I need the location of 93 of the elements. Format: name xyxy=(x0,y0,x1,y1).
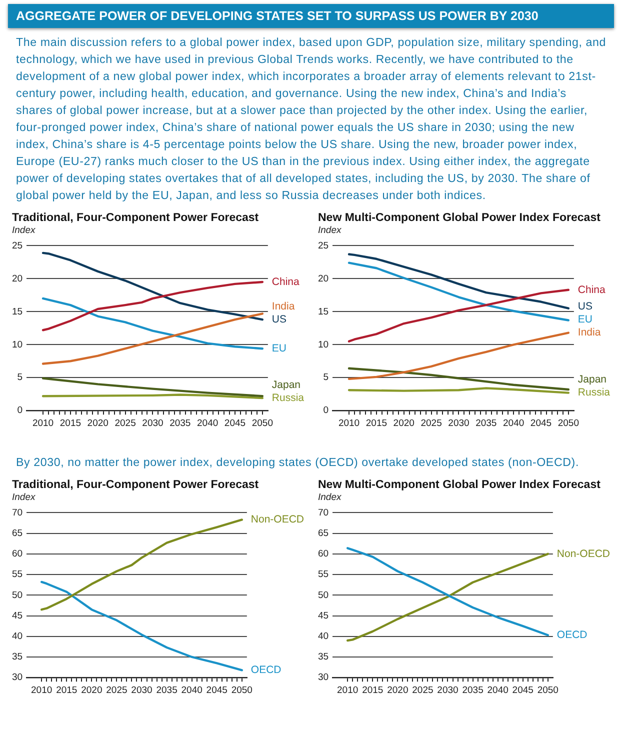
x-tick-label: 2010 xyxy=(338,418,360,429)
series-label: Non-OECD xyxy=(250,514,304,526)
x-tick-label: 2040 xyxy=(181,684,202,696)
x-tick-label: 2045 xyxy=(530,418,552,429)
y-tick-label: 25 xyxy=(318,240,329,252)
x-tick-label: 2035 xyxy=(170,418,191,429)
x-tick-label: 2045 xyxy=(224,418,246,429)
y-tick-label: 30 xyxy=(12,672,23,684)
x-tick-label: 2040 xyxy=(487,684,508,696)
y-tick-label: 35 xyxy=(12,652,23,663)
y-tick-label: 15 xyxy=(318,306,329,318)
x-tick-label: 2025 xyxy=(114,418,136,429)
x-tick-label: 2020 xyxy=(87,418,108,429)
series-label: Japan xyxy=(272,378,301,391)
y-tick-label: 15 xyxy=(12,306,23,318)
y-axis-title: Index xyxy=(318,225,342,236)
x-tick-label: 2020 xyxy=(81,684,102,696)
chart-title: Traditional, Four-Component Power Forecast xyxy=(12,479,260,491)
text: By 2030, no matter the power index, developing states (OECD) overtake developed states (non-OECD). xyxy=(15,455,580,471)
series-label: India xyxy=(578,326,601,339)
series-label: US xyxy=(578,300,592,313)
y-axis-title: Index xyxy=(12,225,36,236)
series-label: EU xyxy=(578,314,592,326)
y-tick-label: 0 xyxy=(323,405,329,416)
text: The main discussion refers to a global power index, based upon GDP, population size, military spending, and technology, which we have used in previous Global Trends works. Recently, we have contributed to the development of a new global power index, which incorporates a broader array of elements relevant to 21st-century power, including health, education, and governance. Using the new index, China’s and India’s shares of global power increase, but at a slower pace than projected by the other index. Using the earlier, four-pronged power index, China’s share of national power equals the US share in 2030; using the new index, China’s share is 4-5 percentage points below the US share. Using the new, broader power index, Europe (EU-27) ranks much closer to the US than in the previous index. Using either index, the aggregate power of developing states overtakes that of all developed states, including the US, by 2030. The share of global power held by the EU, Japan, and less so Russia decreases under both indices. xyxy=(16,36,606,202)
x-tick-label: 2040 xyxy=(197,418,218,429)
y-axis-title: Index xyxy=(318,492,342,503)
y-tick-label: 25 xyxy=(12,240,23,252)
y-tick-label: 55 xyxy=(12,569,23,580)
x-tick-label: 2010 xyxy=(32,418,54,429)
x-tick-label: 2030 xyxy=(131,684,152,696)
series-label: Russia xyxy=(272,392,304,404)
y-tick-label: 65 xyxy=(318,528,329,539)
y-tick-label: 35 xyxy=(318,652,329,663)
x-tick-label: 2025 xyxy=(412,684,434,696)
x-tick-label: 2050 xyxy=(537,684,558,696)
x-tick-label: 2045 xyxy=(512,684,534,696)
x-tick-label: 2035 xyxy=(156,684,178,696)
x-tick-label: 2025 xyxy=(420,418,442,429)
y-tick-label: 0 xyxy=(17,405,23,416)
x-tick-label: 2035 xyxy=(476,418,497,429)
y-tick-label: 20 xyxy=(12,273,23,284)
chart-title: Traditional, Four-Component Power Forecast xyxy=(12,212,260,224)
y-tick-label: 10 xyxy=(12,339,23,350)
y-tick-label: 40 xyxy=(318,631,329,642)
y-tick-label: 65 xyxy=(12,528,23,539)
x-tick-label: 2010 xyxy=(337,684,358,696)
x-tick-label: 2045 xyxy=(206,684,228,696)
y-tick-label: 30 xyxy=(318,672,329,684)
x-tick-label: 2050 xyxy=(558,418,579,429)
chart-title: New Multi-Component Global Power Index Forecast xyxy=(318,479,602,491)
y-tick-label: 50 xyxy=(12,590,23,601)
series-label: OECD xyxy=(556,629,588,642)
y-tick-label: 5 xyxy=(323,372,329,384)
y-tick-label: 60 xyxy=(318,548,329,560)
y-tick-label: 70 xyxy=(318,507,329,518)
x-tick-label: 2050 xyxy=(252,418,273,429)
x-tick-label: 2030 xyxy=(448,418,470,429)
y-tick-label: 10 xyxy=(318,339,329,350)
series-label: Japan xyxy=(578,374,607,386)
chart-title: New Multi-Component Global Power Index Forecast xyxy=(318,212,602,224)
series-label: China xyxy=(272,276,300,288)
x-tick-label: 2015 xyxy=(366,418,388,429)
series-label: EU xyxy=(272,342,286,354)
x-tick-label: 2020 xyxy=(393,418,414,429)
y-tick-label: 40 xyxy=(12,631,23,642)
x-tick-label: 2030 xyxy=(142,418,164,429)
x-tick-label: 2035 xyxy=(462,684,484,696)
series-label: OECD xyxy=(250,664,282,676)
y-tick-label: 45 xyxy=(318,610,329,622)
x-tick-label: 2030 xyxy=(437,684,458,696)
x-tick-label: 2010 xyxy=(31,684,52,696)
x-tick-label: 2015 xyxy=(56,684,78,696)
y-axis-title: Index xyxy=(12,492,36,503)
text: AGGREGATE POWER OF DEVELOPING STATES SET TO SURPASS US POWER BY 2030 xyxy=(8,4,614,28)
x-tick-label: 2015 xyxy=(362,684,384,696)
y-tick-label: 5 xyxy=(17,372,23,384)
series-label: US xyxy=(272,313,286,326)
y-tick-label: 60 xyxy=(12,548,23,560)
y-tick-label: 55 xyxy=(318,569,329,580)
series-label: Non-OECD xyxy=(556,548,610,560)
y-tick-label: 70 xyxy=(12,507,23,518)
x-tick-label: 2015 xyxy=(60,418,82,429)
y-tick-label: 20 xyxy=(318,273,329,284)
series-label: China xyxy=(578,284,606,296)
x-tick-label: 2050 xyxy=(231,684,252,696)
series-label: Russia xyxy=(578,386,610,399)
y-tick-label: 50 xyxy=(318,590,329,601)
x-tick-label: 2020 xyxy=(387,684,408,696)
x-tick-label: 2025 xyxy=(106,684,128,696)
x-tick-label: 2040 xyxy=(503,418,524,429)
y-tick-label: 45 xyxy=(12,610,23,622)
series-label: India xyxy=(272,300,295,312)
